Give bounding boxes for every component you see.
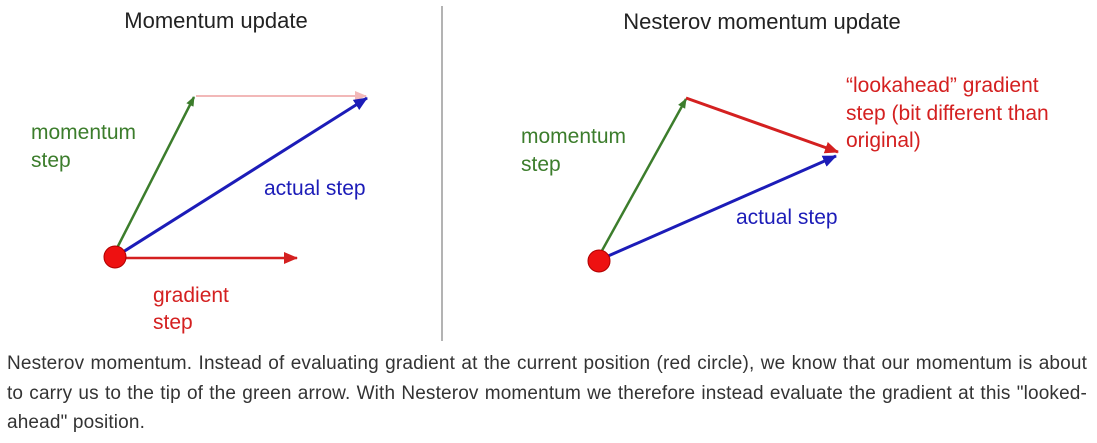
figure-caption: Nesterov momentum. Instead of evaluating… bbox=[7, 353, 1087, 433]
right-actual-step-label: actual step bbox=[736, 206, 838, 229]
left-gradient-label-1: gradient bbox=[153, 284, 229, 307]
right-lookahead-gradient-arrow bbox=[685, 96, 839, 154]
nesterov-momentum-diagram: Momentum update momentum step actual ste… bbox=[31, 6, 1049, 341]
right-momentum-label-1: momentum bbox=[521, 125, 626, 148]
right-lookahead-label-1: “lookahead” gradient bbox=[846, 74, 1039, 97]
left-panel: Momentum update momentum step actual ste… bbox=[31, 8, 368, 334]
right-actual-step-arrow bbox=[598, 154, 837, 262]
right-panel: Nesterov momentum update momentum step a… bbox=[521, 9, 1049, 273]
right-momentum-arrow bbox=[597, 98, 688, 257]
left-actual-step-arrow bbox=[114, 96, 368, 259]
left-current-position-circle bbox=[103, 245, 127, 269]
right-lookahead-label-2: step (bit different than bbox=[846, 102, 1049, 125]
left-actual-step-label: actual step bbox=[264, 177, 366, 200]
left-momentum-arrow bbox=[113, 96, 196, 253]
left-momentum-label-1: momentum bbox=[31, 121, 136, 144]
right-momentum-label-2: step bbox=[521, 153, 561, 176]
left-panel-title: Momentum update bbox=[124, 8, 307, 33]
right-current-position-circle bbox=[587, 249, 611, 273]
right-panel-title: Nesterov momentum update bbox=[623, 9, 901, 34]
right-lookahead-label-3: original) bbox=[846, 129, 921, 152]
left-gradient-label-2: step bbox=[153, 311, 193, 334]
left-momentum-label-2: step bbox=[31, 149, 71, 172]
